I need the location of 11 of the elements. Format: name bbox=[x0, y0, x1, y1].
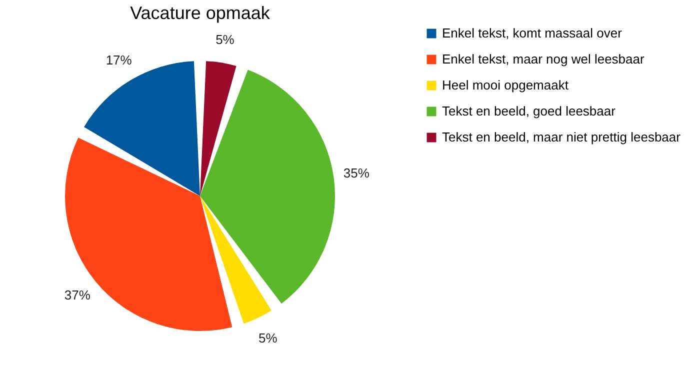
data-label: 37% bbox=[64, 288, 91, 303]
chart-title: Vacature opmaak bbox=[130, 3, 271, 23]
legend-label: Enkel tekst, komt massaal over bbox=[442, 26, 623, 40]
legend-label: Heel mooi opgemaakt bbox=[442, 78, 569, 92]
data-label: 35% bbox=[343, 166, 370, 181]
data-label: 17% bbox=[106, 52, 132, 68]
data-label: 5% bbox=[258, 330, 278, 346]
data-label: 5% bbox=[216, 32, 235, 47]
legend-label: Tekst en beeld, goed leesbaar bbox=[442, 104, 616, 118]
legend-label: Enkel tekst, maar nog wel leesbaar bbox=[442, 52, 645, 66]
legend-label: Tekst en beeld, maar niet prettig leesbaar bbox=[442, 130, 682, 144]
